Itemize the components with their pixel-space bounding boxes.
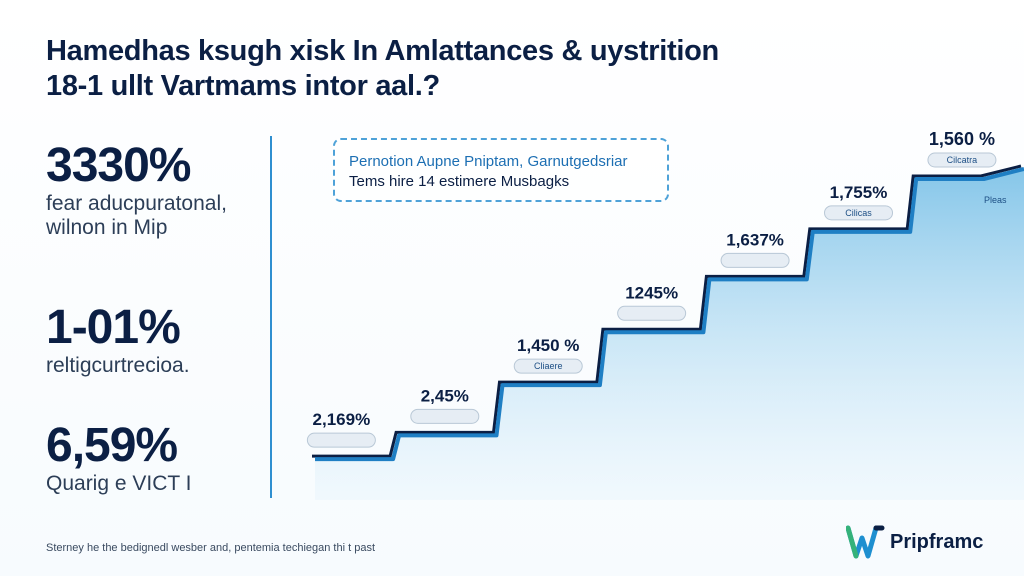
footnote: Sterney he the bedignedl wesber and, pen… [46, 542, 376, 554]
brand-logo: Pripframc [846, 522, 983, 562]
data-tag-pill-2 [410, 408, 480, 424]
stat-block-3: 6,59% Quarig e VICT I [46, 420, 192, 496]
data-tag-7: Cilcatra [947, 155, 978, 165]
data-tag-3: Cliaere [534, 361, 563, 371]
callout-line-1: Pernotion Aupne Pniptam, Garnutgedsriar [349, 153, 628, 170]
chart-line-shadow [312, 164, 1022, 458]
data-point-2: 2,45% [410, 386, 480, 424]
data-label-7: 1,560 % [929, 129, 995, 149]
data-label-3: 1,450 % [517, 336, 579, 355]
stat-value-3: 6,59% [46, 419, 178, 472]
stat-label-1b: wilnon in Mip [46, 216, 168, 239]
end-tag: Pleas [984, 195, 1007, 205]
data-tag-6: Cilicas [845, 208, 872, 218]
data-point-3: 1,450 % Cliaere [513, 336, 583, 374]
data-tag-pill-7 [927, 152, 997, 168]
data-tag-pill-5 [720, 252, 790, 268]
stat-block-2: 1-01% reltigcurtrecioa. [46, 302, 190, 378]
callout-box: Pernotion Aupne Pniptam, Garnutgedsriar … [333, 138, 669, 202]
data-label-4: 1245% [625, 283, 678, 302]
stat-value-1: 3330% [46, 139, 191, 192]
stat-label-1a: fear aducpuratonal, [46, 192, 227, 215]
stat-block-1: 3330% fear aducpuratonal, wilnon in Mip [46, 140, 227, 240]
title-line-1: Hamedhas ksugh xisk In Amlattances & uys… [46, 35, 719, 67]
brand-w-icon [846, 525, 885, 559]
data-tag-pill-3 [513, 358, 583, 374]
data-label-5: 1,637% [726, 230, 784, 249]
data-point-6: 1,755% Cilicas [824, 183, 894, 221]
data-label-1: 2,169% [313, 410, 371, 429]
data-tag-pill-1 [306, 432, 376, 448]
chart-line-series [315, 167, 1024, 462]
stat-label-3: Quarig e VICT I [46, 472, 192, 495]
stat-value-2: 1-01% [46, 301, 181, 354]
data-point-4: 1245% [617, 283, 687, 321]
brand-name: Pripframc [890, 530, 984, 553]
data-point-5: 1,637% [720, 230, 790, 268]
data-tag-pill-6 [824, 205, 894, 221]
data-label-2: 2,45% [421, 386, 469, 405]
data-point-1: 2,169% [306, 410, 376, 448]
data-tag-pill-4 [617, 305, 687, 321]
callout-line-2: Tems hire 14 estimere Musbagks [349, 173, 570, 190]
data-point-7: 1,560 % Cilcatra [927, 129, 997, 168]
stat-label-2: reltigcurtrecioa. [46, 354, 190, 377]
vertical-divider [270, 136, 272, 498]
data-label-6: 1,755% [830, 183, 888, 202]
page-title: Hamedhas ksugh xisk In Amlattances & uys… [46, 34, 806, 104]
title-line-2: 18-1 ullt Vartmams intor aal.? [46, 70, 440, 102]
chart-area-fill [315, 169, 1024, 500]
